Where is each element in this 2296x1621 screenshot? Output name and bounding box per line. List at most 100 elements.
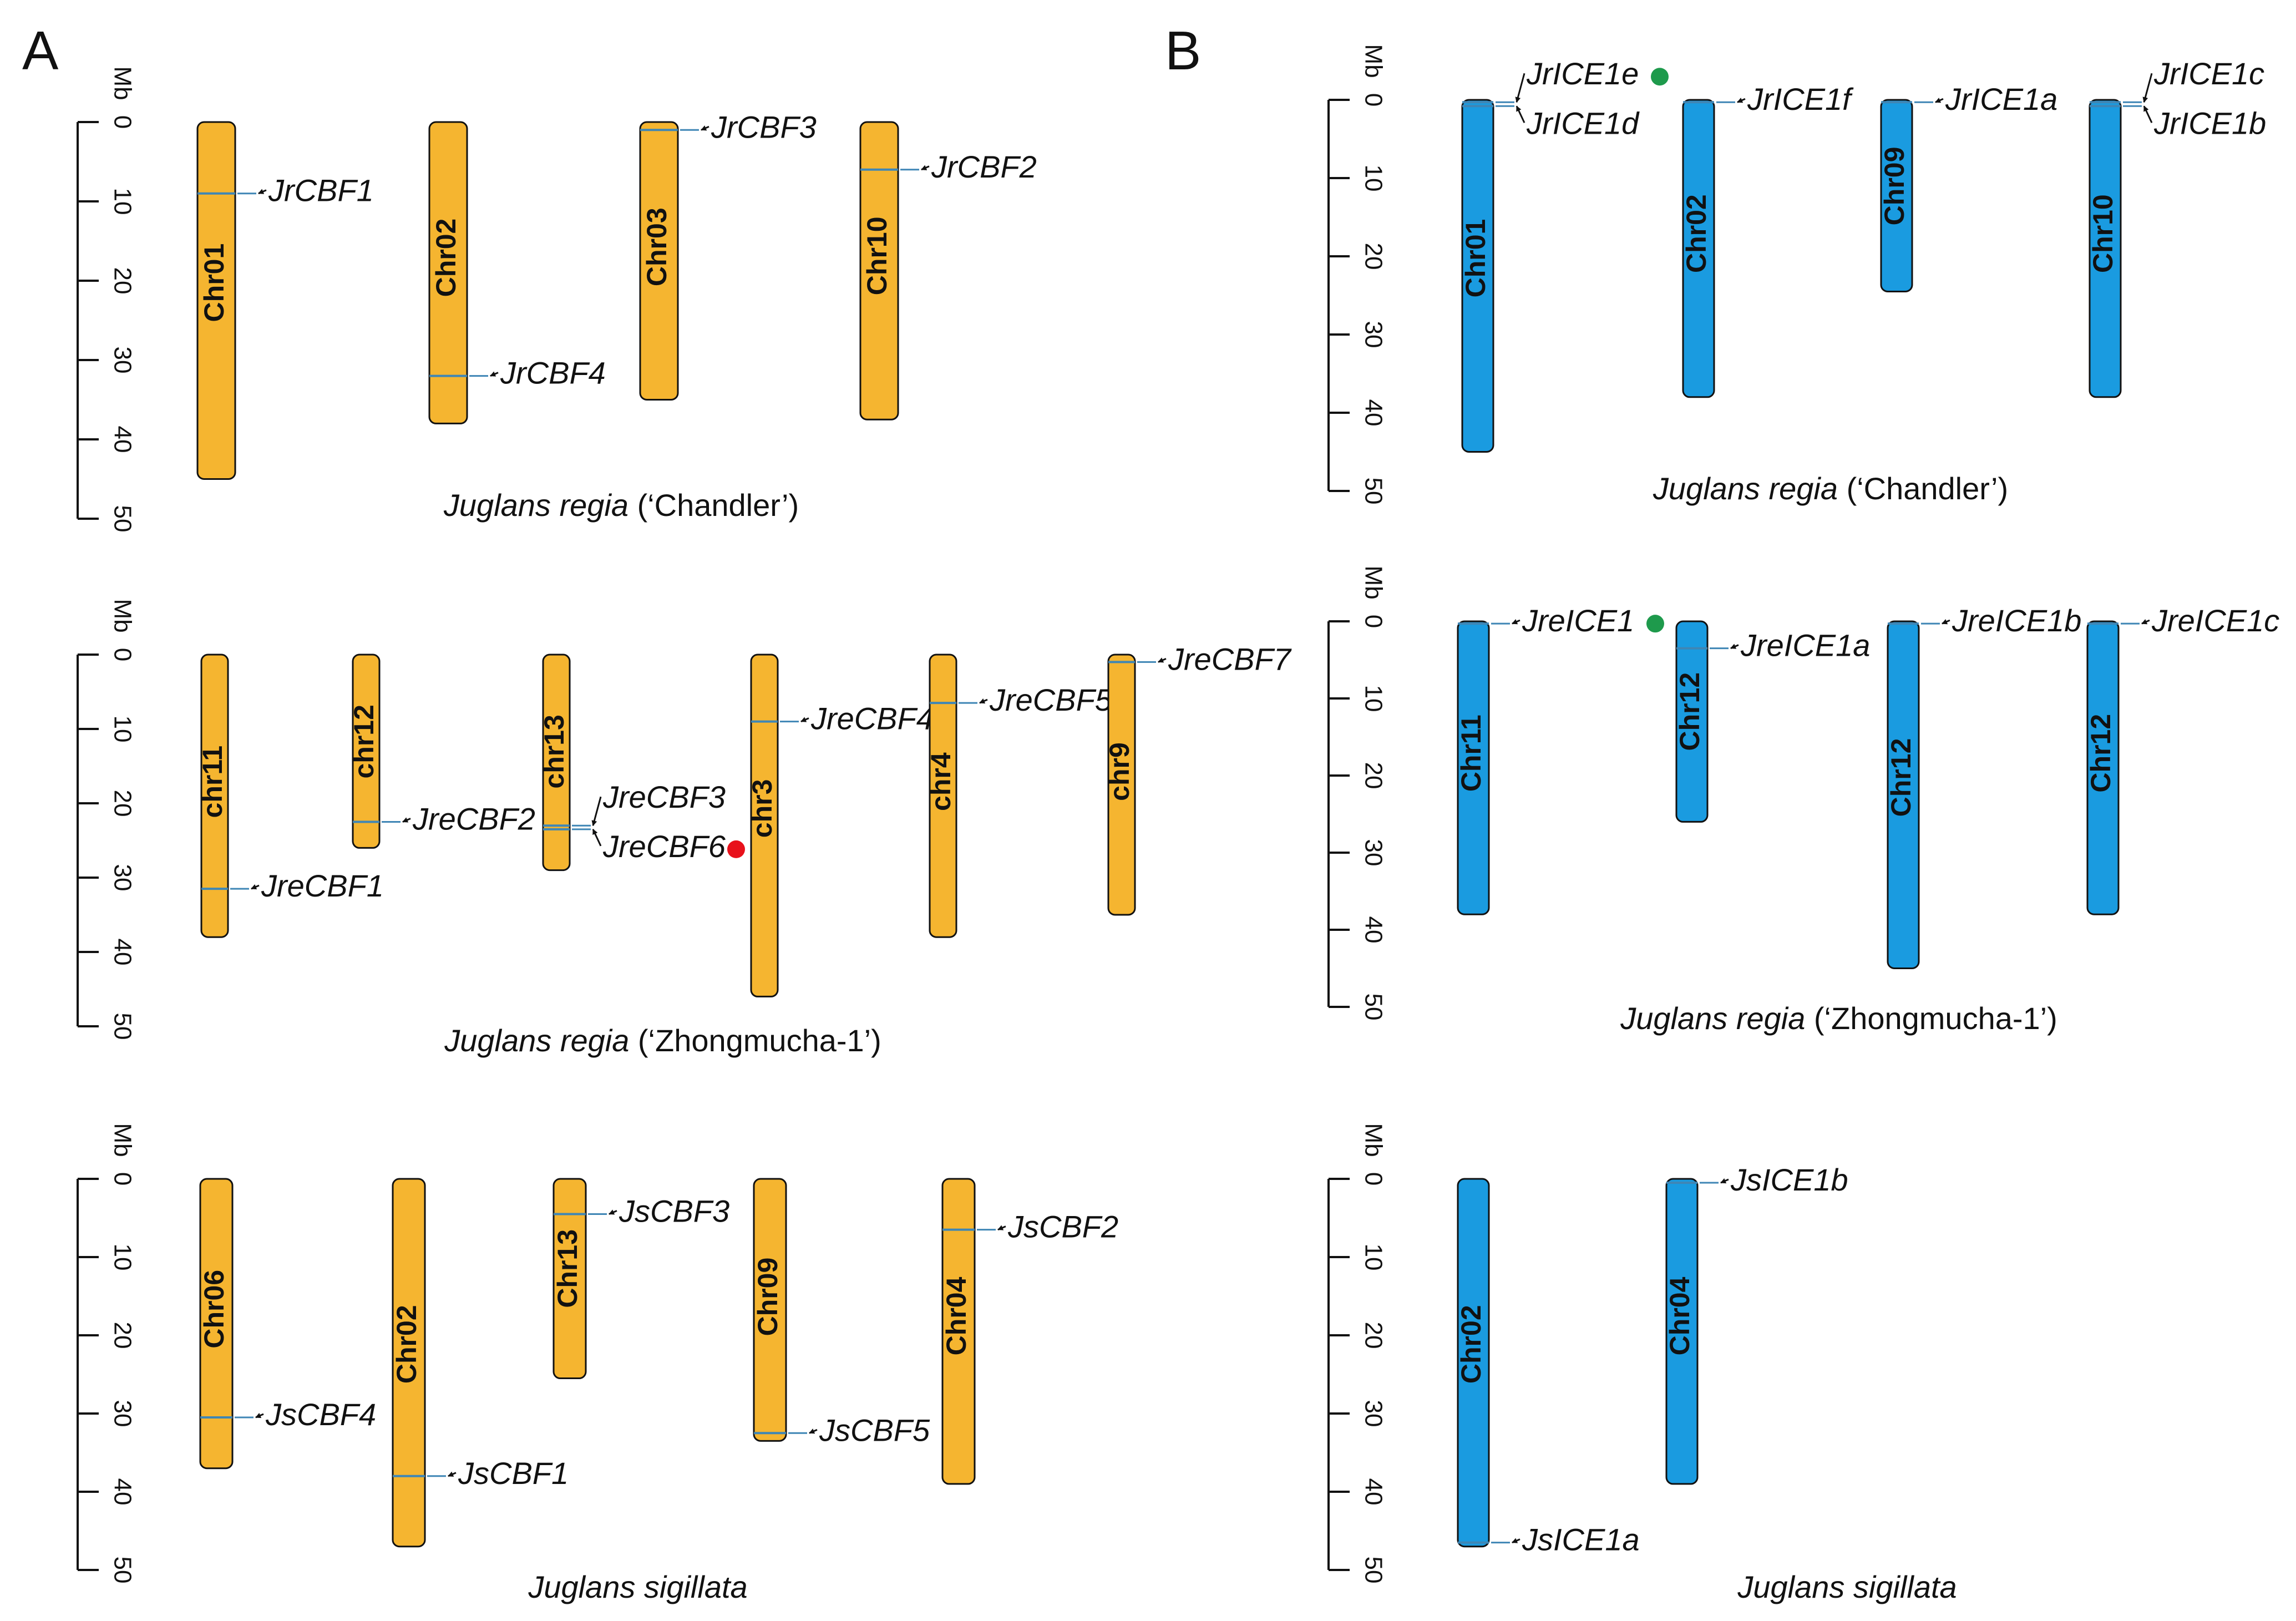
- chromosome-bar: [1887, 620, 1920, 969]
- chromosome-label: Chr10: [2087, 194, 2118, 273]
- axis-tick-label: 40: [1360, 1478, 1387, 1506]
- axis-tick-label: 40: [1360, 916, 1387, 944]
- chromosome-label: chr4: [925, 752, 956, 811]
- axis-tick-label: 50: [109, 505, 136, 533]
- chromosome-chr06: Chr06 JsCBF4: [199, 1178, 376, 1470]
- axis-tick-label: 10: [1360, 165, 1387, 192]
- chromosome-chr9: chr9 JreCBF7: [1104, 641, 1292, 916]
- axis-tick-label: 50: [1360, 1557, 1387, 1584]
- chromosome-chr02: Chr02 JrICE1f: [1681, 82, 1854, 398]
- chromosome-label: chr12: [348, 705, 379, 778]
- axis-tick-label: 40: [109, 939, 136, 966]
- axis-tick-label: 0: [109, 648, 136, 661]
- gene-arrow: [921, 165, 930, 171]
- chromosome-bar: [1461, 99, 1494, 453]
- axis-tick-label: 50: [1360, 478, 1387, 505]
- gene-label: JreCBF6: [602, 829, 726, 864]
- axis-tick-label: 0: [1360, 615, 1387, 628]
- axis-tick-label: 10: [109, 716, 136, 743]
- gene-jscbf4: JsCBF4: [200, 1397, 376, 1432]
- gene-arrow: [490, 371, 499, 377]
- chromosome-panel-6: 0 10 20 30 40 50 Mb Chr02 JsICE1a Chr04 JsICE1b Jug…: [1327, 1123, 1957, 1604]
- gene-label: JreCBF2: [412, 802, 535, 837]
- gene-arrow: [997, 1225, 1006, 1231]
- axis-unit-label: Mb: [109, 599, 136, 632]
- gene-label: JrCBF4: [500, 356, 606, 391]
- gene-arrow: [1737, 98, 1746, 103]
- chromosome-chr01: Chr01 JrCBF1: [196, 121, 374, 480]
- gene-arrow: [1158, 657, 1167, 663]
- chromosome-panel-5: 01020304050MbChr11JreICE1Chr12JreICE1aCh…: [1327, 565, 2279, 1036]
- axis-unit-label: Mb: [109, 1123, 136, 1157]
- species-label: Juglans sigillata: [1737, 1569, 1957, 1604]
- chromosome-label: Chr12: [1886, 738, 1917, 817]
- gene-label: JreICE1: [1522, 603, 1634, 638]
- chromosome-label: Chr12: [2085, 714, 2116, 793]
- gene-jscbf2: JsCBF2: [942, 1209, 1118, 1244]
- gene-arrow: [448, 1471, 457, 1477]
- gene-marker-red: [727, 840, 745, 858]
- chromosome-bar: [352, 654, 381, 849]
- chromosome-label: Chr13: [552, 1229, 583, 1308]
- gene-jrice1f: JrICE1f: [1683, 82, 1854, 116]
- axis-tick-label: 40: [109, 426, 136, 453]
- chromosome-bar: [750, 654, 779, 997]
- gene-jrecbf3: JreCBF3: [543, 779, 726, 827]
- axis-tick-label: 10: [109, 188, 136, 215]
- chromosome-bar: [2086, 620, 2120, 915]
- axis-tick-label: 20: [109, 1322, 136, 1349]
- gene-arrow: [979, 698, 988, 704]
- chromosome-bar: [1107, 654, 1136, 916]
- gene-label: JsICE1b: [1730, 1162, 1848, 1197]
- chromosome-chr13: Chr13 JsCBF3: [552, 1178, 729, 1380]
- mb-axis: 0 10 20 30 40 50 Mb: [77, 1123, 136, 1583]
- gene-jscbf5: JsCBF5: [754, 1412, 930, 1447]
- chromosome-bar: [753, 1178, 787, 1442]
- gene-arrow: [1730, 644, 1739, 650]
- gene-label: JreCBF1: [261, 868, 384, 903]
- chromosome-bar: [196, 121, 236, 480]
- species-name: Juglans regia: [1620, 1001, 1805, 1036]
- cultivar-name: (‘Zhongmucha-1’): [629, 1023, 881, 1058]
- chromosome-label: chr3: [747, 779, 778, 838]
- cultivar-name: (‘Zhongmucha-1’): [1805, 1001, 2057, 1036]
- chromosome-chr3: chr3 JreCBF4: [747, 654, 934, 997]
- gene-jreice1c: JreICE1c: [2087, 603, 2279, 638]
- chromosome-chr01: Chr01 JrICE1e JrICE1d: [1460, 56, 1669, 453]
- axis-unit-label: Mb: [1360, 1123, 1387, 1157]
- gene-label: JrICE1e: [1526, 56, 1639, 91]
- axis-tick-label: 40: [1360, 399, 1387, 427]
- gene-jrice1b: JrICE1b: [2090, 105, 2266, 140]
- chromosome-bar: [859, 121, 899, 421]
- chromosome-label: Chr02: [1681, 194, 1712, 273]
- mb-axis: 0 10 20 30 40 50 Mb: [77, 599, 136, 1040]
- axis-tick-label: 30: [1360, 1400, 1387, 1427]
- panel-letter-a: A: [22, 20, 59, 81]
- gene-jscbf3: JsCBF3: [554, 1193, 729, 1228]
- chromosome-chr02: Chr02 JsICE1a: [1456, 1178, 1640, 1557]
- gene-jrice1a: JrICE1a: [1881, 82, 2057, 116]
- species-name: Juglans regia: [443, 488, 629, 523]
- chromosome-label: Chr09: [752, 1258, 783, 1336]
- species-name: Juglans sigillata: [1737, 1569, 1957, 1604]
- axis-tick-label: 30: [109, 347, 136, 374]
- chromosome-chr13: chr13 JreCBF3 JreCBF6: [539, 654, 745, 872]
- chromosome-chr4: chr4 JreCBF5: [925, 654, 1113, 938]
- chromosome-chr09: Chr09 JsCBF5: [752, 1178, 930, 1447]
- chromosome-bar: [639, 121, 679, 401]
- gene-arrow: [1515, 73, 1525, 103]
- gene-arrow: [2143, 105, 2153, 123]
- gene-jreice1a: JreICE1a: [1676, 628, 1870, 663]
- cultivar-name: (‘Chandler’): [629, 488, 799, 523]
- gene-arrow: [258, 189, 267, 195]
- chromosome-bar: [553, 1178, 587, 1380]
- gene-jrice1e: JrICE1e: [1462, 56, 1669, 104]
- gene-label: JreCBF4: [810, 701, 934, 736]
- gene-arrow: [609, 1209, 617, 1215]
- chromosome-chr11: Chr11 JreICE1: [1456, 603, 1664, 915]
- chromosome-label: Chr10: [861, 216, 893, 295]
- chromosome-label: chr9: [1104, 742, 1135, 801]
- chromosome-label: Chr03: [641, 207, 672, 286]
- chromosome-bar: [941, 1178, 976, 1485]
- chromosome-chr04: Chr04 JsICE1b: [1664, 1162, 1848, 1485]
